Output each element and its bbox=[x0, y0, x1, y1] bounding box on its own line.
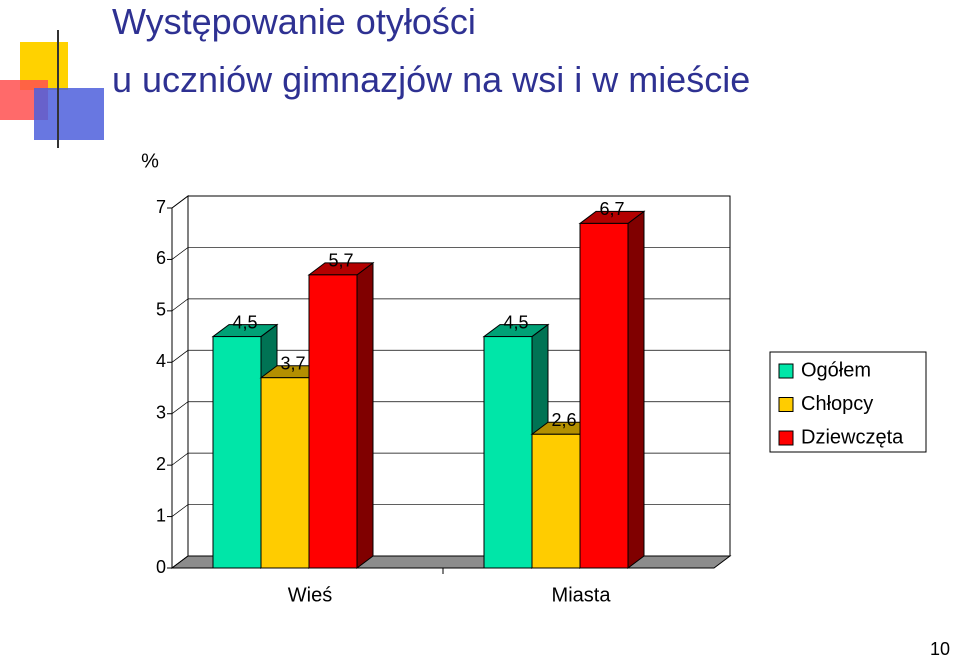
bar-side bbox=[356, 261, 374, 569]
page-number: 10 bbox=[930, 639, 950, 658]
value-label: 6,7 bbox=[599, 199, 624, 219]
y-axis-label: % bbox=[141, 150, 159, 172]
legend-swatch bbox=[778, 430, 794, 446]
grid-line bbox=[171, 247, 730, 260]
value-label: 5,7 bbox=[328, 251, 353, 271]
bar bbox=[260, 377, 310, 569]
title-line: Występowanie otyłości bbox=[112, 1, 476, 42]
y-tick-label: 2 bbox=[156, 454, 166, 474]
y-tick-label: 4 bbox=[156, 351, 166, 371]
x-tick-label: Wieś bbox=[288, 584, 332, 606]
grid-line bbox=[171, 298, 730, 312]
x-tick-label: Miasta bbox=[552, 584, 612, 606]
bar bbox=[483, 336, 533, 569]
decoration bbox=[0, 30, 960, 148]
bar-side bbox=[627, 210, 645, 569]
grid-line bbox=[171, 195, 730, 209]
legend-label: Ogółem bbox=[801, 359, 871, 381]
y-tick-label: 5 bbox=[156, 300, 166, 320]
y-tick-label: 0 bbox=[156, 557, 166, 577]
y-tick-label: 1 bbox=[156, 505, 166, 525]
legend-label: Chłopcy bbox=[801, 393, 873, 415]
legend-box bbox=[769, 351, 927, 453]
bar bbox=[212, 336, 262, 569]
value-label: 2,6 bbox=[551, 410, 576, 430]
value-label: 4,5 bbox=[232, 312, 257, 332]
value-label: 3,7 bbox=[280, 353, 305, 373]
legend-swatch bbox=[778, 397, 794, 412]
side-wall bbox=[171, 195, 189, 569]
y-tick-label: 7 bbox=[156, 197, 166, 217]
grid-line bbox=[171, 349, 730, 363]
bar bbox=[579, 222, 629, 569]
value-label: 4,5 bbox=[503, 312, 528, 332]
legend-swatch bbox=[778, 363, 794, 379]
legend-label: Dziewczęta bbox=[801, 426, 904, 448]
y-tick-label: 3 bbox=[156, 402, 166, 422]
title-line: u uczniów gimnazjów na wsi i w mieście bbox=[112, 59, 750, 100]
y-tick-label: 6 bbox=[156, 248, 166, 268]
grid-line bbox=[171, 401, 730, 414]
bar bbox=[531, 433, 581, 569]
bar bbox=[308, 274, 358, 569]
